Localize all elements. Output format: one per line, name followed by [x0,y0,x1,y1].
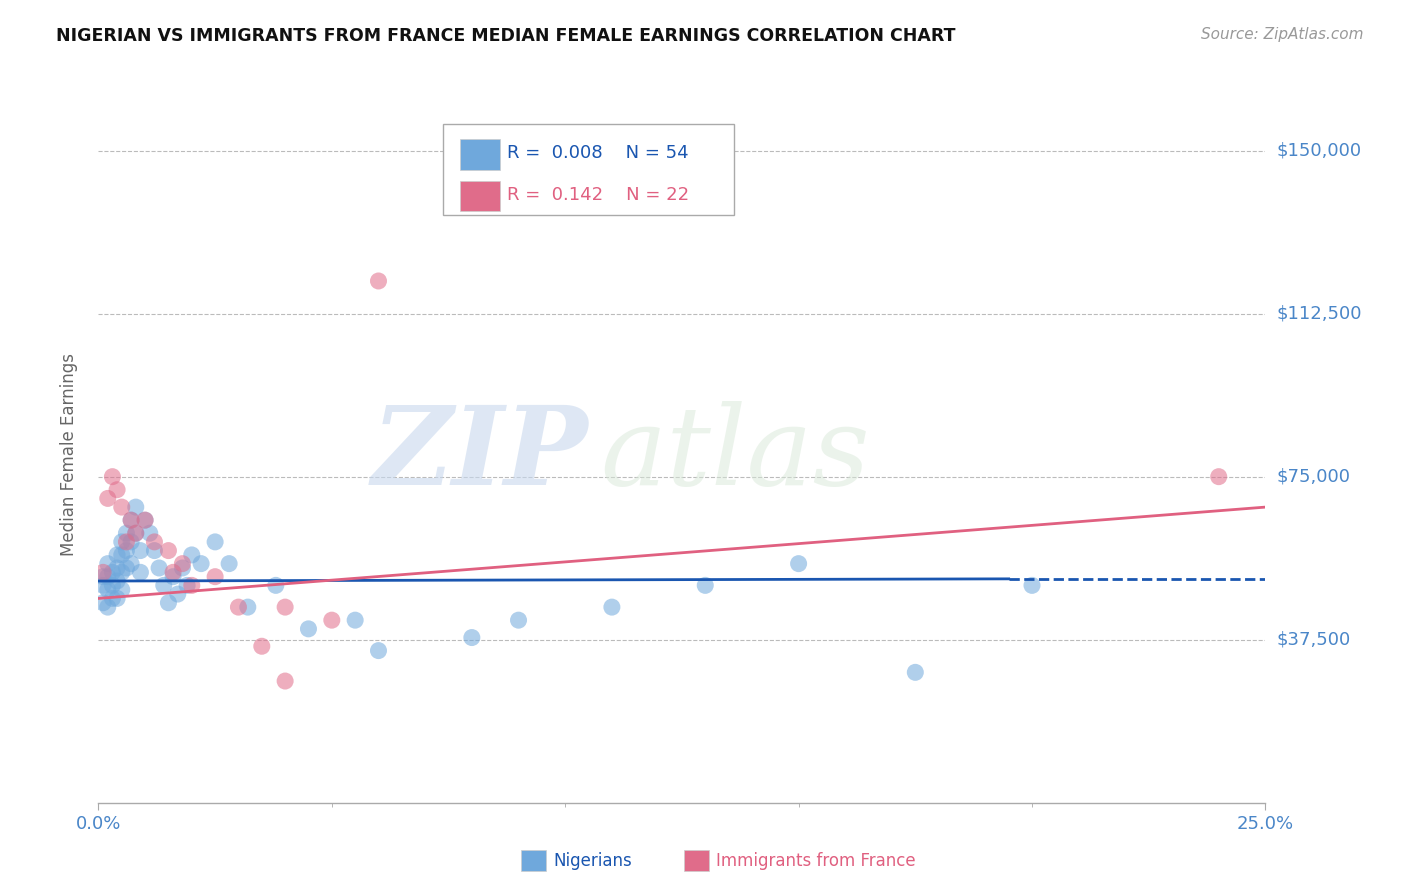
Point [91,578,114,592]
Text: ZIP: ZIP [373,401,589,508]
Point [204,570,226,584]
Point [105,574,128,588]
Point [157,596,180,610]
Point [461,631,484,645]
Point [120,535,142,549]
Point [190,557,212,571]
Point [97,570,120,584]
Text: Source: ZipAtlas.com: Source: ZipAtlas.com [1201,27,1364,42]
Point [1208,469,1230,483]
Text: R =  0.008    N = 54: R = 0.008 N = 54 [506,144,689,162]
Point [264,578,287,592]
Point [134,513,156,527]
Point [105,548,128,562]
Point [176,578,198,592]
FancyBboxPatch shape [443,124,734,215]
Point [180,578,202,592]
Point [152,578,174,592]
Point [143,535,166,549]
Point [125,526,148,541]
Point [91,570,114,584]
Point [218,557,240,571]
Point [91,566,114,580]
Point [166,587,188,601]
Point [115,543,138,558]
Point [101,591,124,606]
FancyBboxPatch shape [460,181,501,211]
Point [120,513,142,527]
Point [204,535,226,549]
Point [111,535,134,549]
Point [125,526,148,541]
Point [508,613,530,627]
Point [297,622,319,636]
Point [91,596,114,610]
Point [129,566,152,580]
Text: $75,000: $75,000 [1277,467,1351,485]
Point [115,526,138,541]
Text: Immigrants from France: Immigrants from France [717,852,915,870]
Point [172,557,194,571]
Point [367,643,389,657]
Point [111,548,134,562]
Point [134,513,156,527]
Text: R =  0.142    N = 22: R = 0.142 N = 22 [506,186,689,203]
Point [111,582,134,597]
Point [695,578,717,592]
Point [101,566,124,580]
Point [105,483,128,497]
Text: $150,000: $150,000 [1277,142,1361,160]
Point [97,582,120,597]
Point [111,500,134,514]
Point [120,557,142,571]
Point [115,535,138,549]
Point [97,491,120,506]
Point [162,570,184,584]
Point [274,600,297,615]
Point [148,561,170,575]
Point [139,526,162,541]
Point [1021,578,1043,592]
Text: Nigerians: Nigerians [554,852,633,870]
Text: NIGERIAN VS IMMIGRANTS FROM FRANCE MEDIAN FEMALE EARNINGS CORRELATION CHART: NIGERIAN VS IMMIGRANTS FROM FRANCE MEDIA… [56,27,956,45]
Text: $112,500: $112,500 [1277,304,1362,323]
Point [115,561,138,575]
Point [120,513,142,527]
Point [904,665,927,680]
Text: $37,500: $37,500 [1277,631,1351,648]
Point [787,557,810,571]
Point [97,557,120,571]
Point [105,561,128,575]
Point [250,639,273,653]
Point [97,600,120,615]
Point [228,600,250,615]
Point [274,674,297,689]
Point [172,561,194,575]
Point [111,566,134,580]
Point [129,543,152,558]
FancyBboxPatch shape [460,139,501,169]
Point [344,613,367,627]
Point [321,613,343,627]
Point [162,566,184,580]
Point [236,600,259,615]
Point [125,500,148,514]
Point [600,600,623,615]
Text: atlas: atlas [600,401,870,508]
Point [101,578,124,592]
Point [157,543,180,558]
Point [105,591,128,606]
Point [143,543,166,558]
Point [367,274,389,288]
Point [180,548,202,562]
Y-axis label: Median Female Earnings: Median Female Earnings [59,353,77,557]
Point [101,469,124,483]
